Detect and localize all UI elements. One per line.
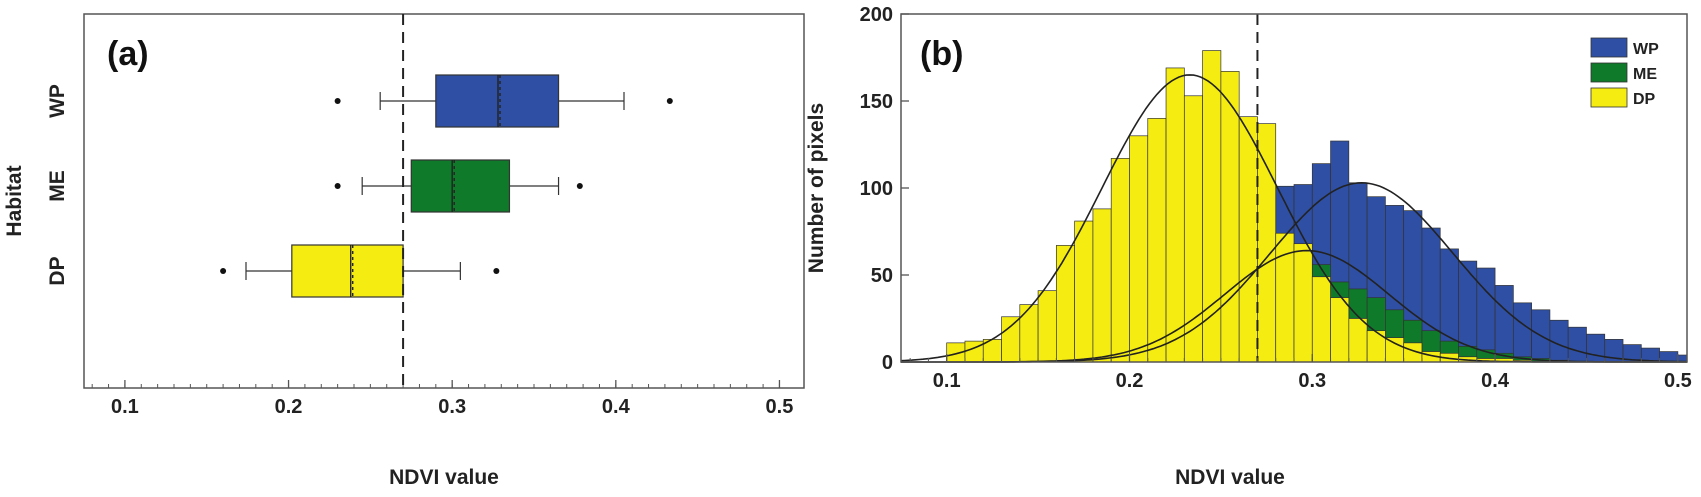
panel-b-y-tick-label: 150 <box>860 91 893 113</box>
panel-a-boxplot: 0.1 0.2 0.3 0.4 0.5 WP ME DP (a) NDVI value Ha… <box>3 13 805 489</box>
panel-a-boxes: WP ME DP <box>46 74 673 298</box>
histogram-bar-wp <box>1476 267 1496 363</box>
panel-b-axis-ticks: 0.1 0.2 0.3 0.4 0.5 0 50 100 150 200 <box>860 4 1692 392</box>
outlier-point <box>493 268 500 274</box>
histogram-bar-dp <box>1348 318 1368 363</box>
legend-swatch-me <box>1590 62 1628 83</box>
iqr-box <box>410 159 511 213</box>
legend-label-me: ME <box>1633 66 1657 83</box>
panel-b-y-tick-label: 100 <box>860 178 893 200</box>
iqr-box <box>291 244 404 298</box>
histogram-bar-dp <box>1056 245 1076 363</box>
habitat-label-dp: DP <box>46 256 69 285</box>
histogram-bar-dp <box>1220 71 1240 363</box>
panel-b-y-tick-label: 50 <box>871 265 893 287</box>
histogram-bar-dp <box>1311 276 1331 363</box>
histogram-bar-dp <box>1129 135 1149 363</box>
panel-b-x-tick-label: 0.5 <box>1664 370 1692 392</box>
outlier-point <box>334 183 341 189</box>
histogram-bar-dp <box>1019 304 1039 363</box>
panel-a-x-tick-label: 0.5 <box>766 396 794 418</box>
panel-a-x-tick-label: 0.4 <box>602 396 631 418</box>
outlier-point <box>334 98 341 104</box>
habitat-label-me: ME <box>46 170 69 202</box>
panel-a-x-tick-label: 0.2 <box>275 396 303 418</box>
panel-b-x-tick-label: 0.2 <box>1116 370 1144 392</box>
legend-label-dp: DP <box>1633 91 1656 108</box>
panel-b-x-tick-label: 0.1 <box>933 370 961 392</box>
panel-b-x-tick-label: 0.4 <box>1481 370 1510 392</box>
panel-a-x-ticks: 0.1 0.2 0.3 0.4 0.5 <box>91 380 794 418</box>
histogram-bar-dp <box>1330 297 1350 363</box>
histogram-bar-dp <box>1110 158 1130 363</box>
panel-a-label: (a) <box>107 35 149 73</box>
outlier-point <box>220 268 227 274</box>
panel-b-legend: WP ME DP <box>1590 37 1659 108</box>
histogram-bar-dp <box>1293 243 1313 363</box>
histogram-bar-dp <box>1074 220 1094 363</box>
panel-b-y-axis-title: Number of pixels <box>805 103 828 273</box>
histogram-bar-dp <box>1165 67 1185 363</box>
legend-swatch-dp <box>1590 87 1628 108</box>
panel-b-x-axis-title: NDVI value <box>1175 466 1285 489</box>
panel-b-label: (b) <box>920 35 963 73</box>
series-dp <box>946 50 1532 363</box>
histogram-bar-dp <box>1001 316 1021 363</box>
panel-b-y-tick-label: 200 <box>860 4 893 26</box>
panel-b-bars <box>946 50 1688 363</box>
histogram-bar-wp <box>1494 285 1514 363</box>
histogram-bar-dp <box>1147 118 1167 363</box>
box-wp: WP <box>46 74 673 128</box>
habitat-label-wp: WP <box>46 84 69 118</box>
panel-b-x-tick-label: 0.3 <box>1298 370 1326 392</box>
legend-swatch-wp <box>1590 37 1628 58</box>
histogram-bar-dp <box>964 340 984 363</box>
histogram-bar-dp <box>1037 290 1057 363</box>
panel-b-histogram: 0.1 0.2 0.3 0.4 0.5 0 50 100 150 200 WP ME DP (b) N… <box>805 4 1692 489</box>
iqr-box <box>435 74 560 128</box>
panel-a-x-tick-label: 0.1 <box>111 396 139 418</box>
histogram-bar-wp <box>1586 333 1606 363</box>
box-me: ME <box>46 159 583 213</box>
panel-a-x-axis-title: NDVI value <box>389 466 499 489</box>
histogram-bar-dp <box>1238 116 1258 363</box>
histogram-bar-wp <box>1567 326 1587 363</box>
panel-a-plot-frame <box>83 13 805 389</box>
histogram-bar-dp <box>1183 95 1203 363</box>
panel-a-y-axis-title: Habitat <box>3 165 26 236</box>
outlier-point <box>666 98 673 104</box>
histogram-bar-wp <box>1512 302 1532 363</box>
outlier-point <box>576 183 583 189</box>
histogram-bar-dp <box>1257 123 1277 363</box>
panel-a-x-tick-label: 0.3 <box>438 396 466 418</box>
histogram-bar-dp <box>1385 337 1405 363</box>
legend-label-wp: WP <box>1633 41 1659 58</box>
box-dp: DP <box>46 244 500 298</box>
histogram-bar-dp <box>1092 208 1112 363</box>
panel-b-y-tick-label: 0 <box>882 352 893 374</box>
